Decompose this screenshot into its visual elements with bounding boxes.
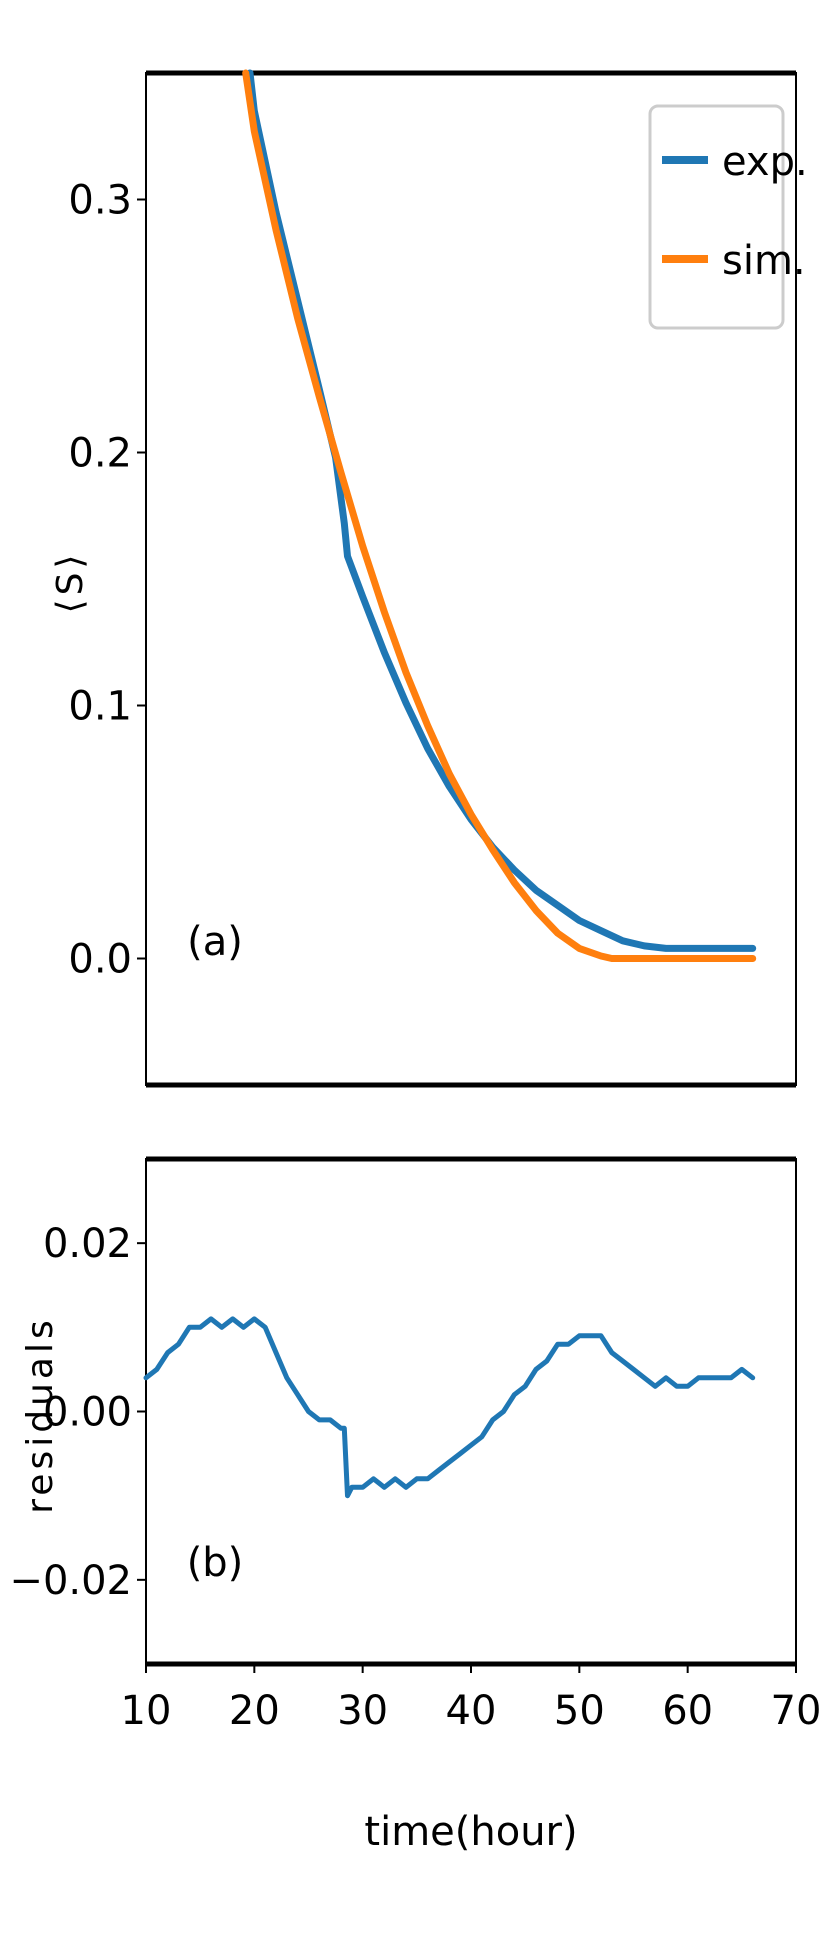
panel-a-series-line-sim [242, 69, 757, 962]
panel-b-y-tick-label: 0.00 [43, 1390, 132, 1436]
legend-label-sim: sim. [722, 238, 806, 284]
panel-a-y-ticks: 0.0 0.1 0.2 0.3 [68, 178, 146, 983]
panel-b-lines [143, 1316, 756, 1499]
panel-a-y-tick-label: 0.0 [68, 937, 132, 983]
panel-a-y-tick-label: 0.3 [68, 178, 132, 224]
x-tick-label: 40 [446, 1688, 497, 1734]
panel-a-y-tick-label: 0.2 [68, 431, 132, 477]
panel-b-label: (b) [187, 1540, 244, 1586]
panel-b-series-line-residuals [143, 1316, 756, 1499]
panel-b-frame [145, 1158, 797, 1665]
panel-b-y-tick-label: −0.02 [9, 1558, 132, 1604]
x-tick-label: 20 [229, 1688, 280, 1734]
x-tick-label: 60 [662, 1688, 713, 1734]
panel-a-lines [242, 69, 757, 962]
x-tick-label: 10 [121, 1688, 172, 1734]
panel-b-y-tick-label: 0.02 [43, 1221, 132, 1267]
panel-b-y-ticks: −0.02 0.00 0.02 [9, 1221, 146, 1604]
panel-b: −0.02 0.00 0.02 10 20 30 40 50 60 70 (b) residua… [9, 1156, 822, 1855]
panel-a: 0.0 0.1 0.2 0.3 (a) ⟨S⟩ exp. sim. [50, 69, 808, 1088]
panel-a-label: (a) [187, 919, 243, 965]
legend-label-exp: exp. [722, 139, 808, 185]
x-tick-label: 50 [554, 1688, 605, 1734]
panel-a-y-tick-label: 0.1 [68, 684, 132, 730]
x-axis-label: time(hour) [364, 1809, 577, 1855]
panel-b-y-axis-label: residuals [20, 1316, 61, 1513]
x-tick-label: 70 [771, 1688, 822, 1734]
x-tick-label: 30 [337, 1688, 388, 1734]
panel-a-y-axis-label: ⟨S⟩ [50, 551, 91, 614]
legend: exp. sim. [648, 104, 808, 330]
panel-b-x-ticks: 10 20 30 40 50 60 70 [121, 1664, 822, 1734]
